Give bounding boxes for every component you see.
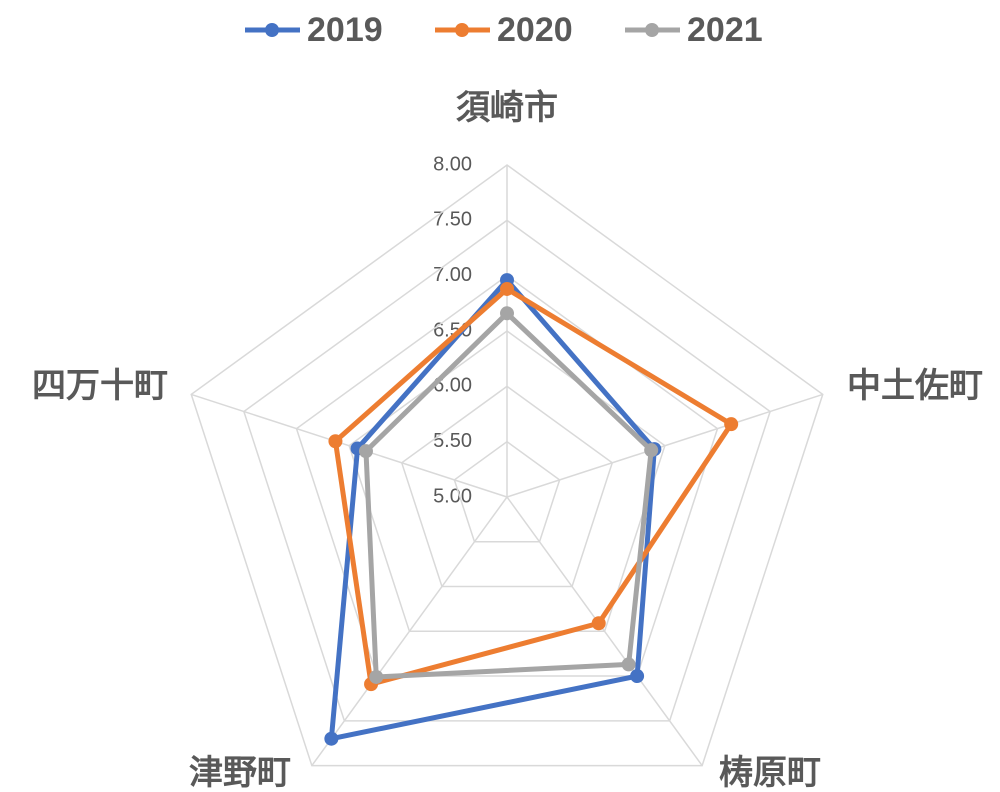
tick-label: 8.00	[433, 153, 472, 175]
marker	[724, 417, 739, 432]
legend-label: 2020	[497, 11, 573, 49]
tick-label: 6.00	[433, 375, 472, 397]
spoke	[506, 393, 823, 498]
spoke	[191, 393, 508, 498]
marker	[328, 434, 343, 449]
grid-ring	[400, 385, 614, 588]
category-label: 須崎市	[456, 88, 558, 127]
series-line	[332, 286, 734, 687]
series-line	[328, 277, 657, 742]
spoke	[311, 496, 508, 767]
category-label: 梼原町	[719, 754, 821, 792]
legend-label: 2021	[687, 11, 763, 49]
grid-ring	[190, 164, 824, 767]
marker	[369, 669, 384, 684]
category-label: 四万十町	[32, 367, 168, 405]
grid-ring	[242, 219, 772, 722]
legend-label: 2019	[307, 11, 383, 49]
grid-ring	[295, 274, 719, 677]
tick-label: 7.00	[433, 264, 472, 286]
spoke	[506, 496, 703, 767]
tick-label: 5.00	[433, 485, 472, 507]
marker	[358, 444, 373, 459]
series-line	[363, 310, 654, 680]
category-label: 中土佐町	[847, 367, 983, 405]
legend-marker	[645, 23, 659, 37]
marker	[591, 616, 606, 631]
tick-label: 7.50	[433, 209, 472, 231]
marker	[324, 731, 339, 746]
marker	[621, 657, 636, 672]
grid-ring	[453, 440, 561, 543]
marker	[500, 281, 514, 296]
category-label: 津野町	[189, 754, 291, 792]
tick-label: 5.50	[433, 430, 472, 452]
marker	[644, 443, 659, 458]
tick-label: 6.50	[433, 319, 472, 341]
marker	[500, 306, 514, 321]
legend-marker	[265, 23, 279, 37]
legend-marker	[455, 23, 469, 37]
marker	[630, 669, 645, 684]
